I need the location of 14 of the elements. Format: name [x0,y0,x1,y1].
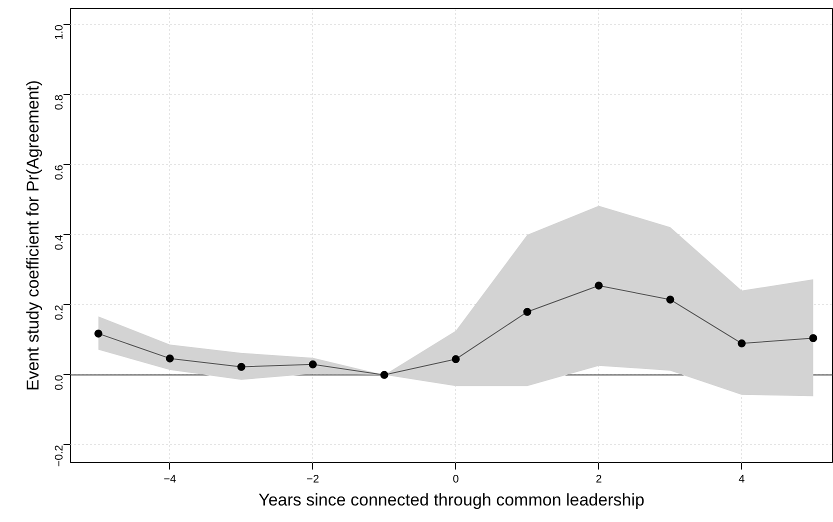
y-axis-title: Event study coefficient for Pr(Agreement) [24,80,42,391]
y-tick-label: 0.4 [54,234,66,250]
x-tick-label: −2 [306,474,320,486]
y-tick-label: 0.2 [54,304,66,320]
y-tick-label: 0.8 [54,94,66,110]
x-tick-label: 2 [596,474,602,486]
x-tick-label: 0 [452,474,459,486]
x-tick-label: −4 [164,474,176,486]
y-tick-label: −0.2 [54,444,66,467]
y-tick-label: 0.6 [54,164,66,180]
x-tick-label: 4 [738,474,745,486]
x-axis-title: Years since connected through common leadership [258,490,644,510]
y-tick-label: 1.0 [54,24,66,40]
y-tick-label: 0.0 [54,374,66,390]
